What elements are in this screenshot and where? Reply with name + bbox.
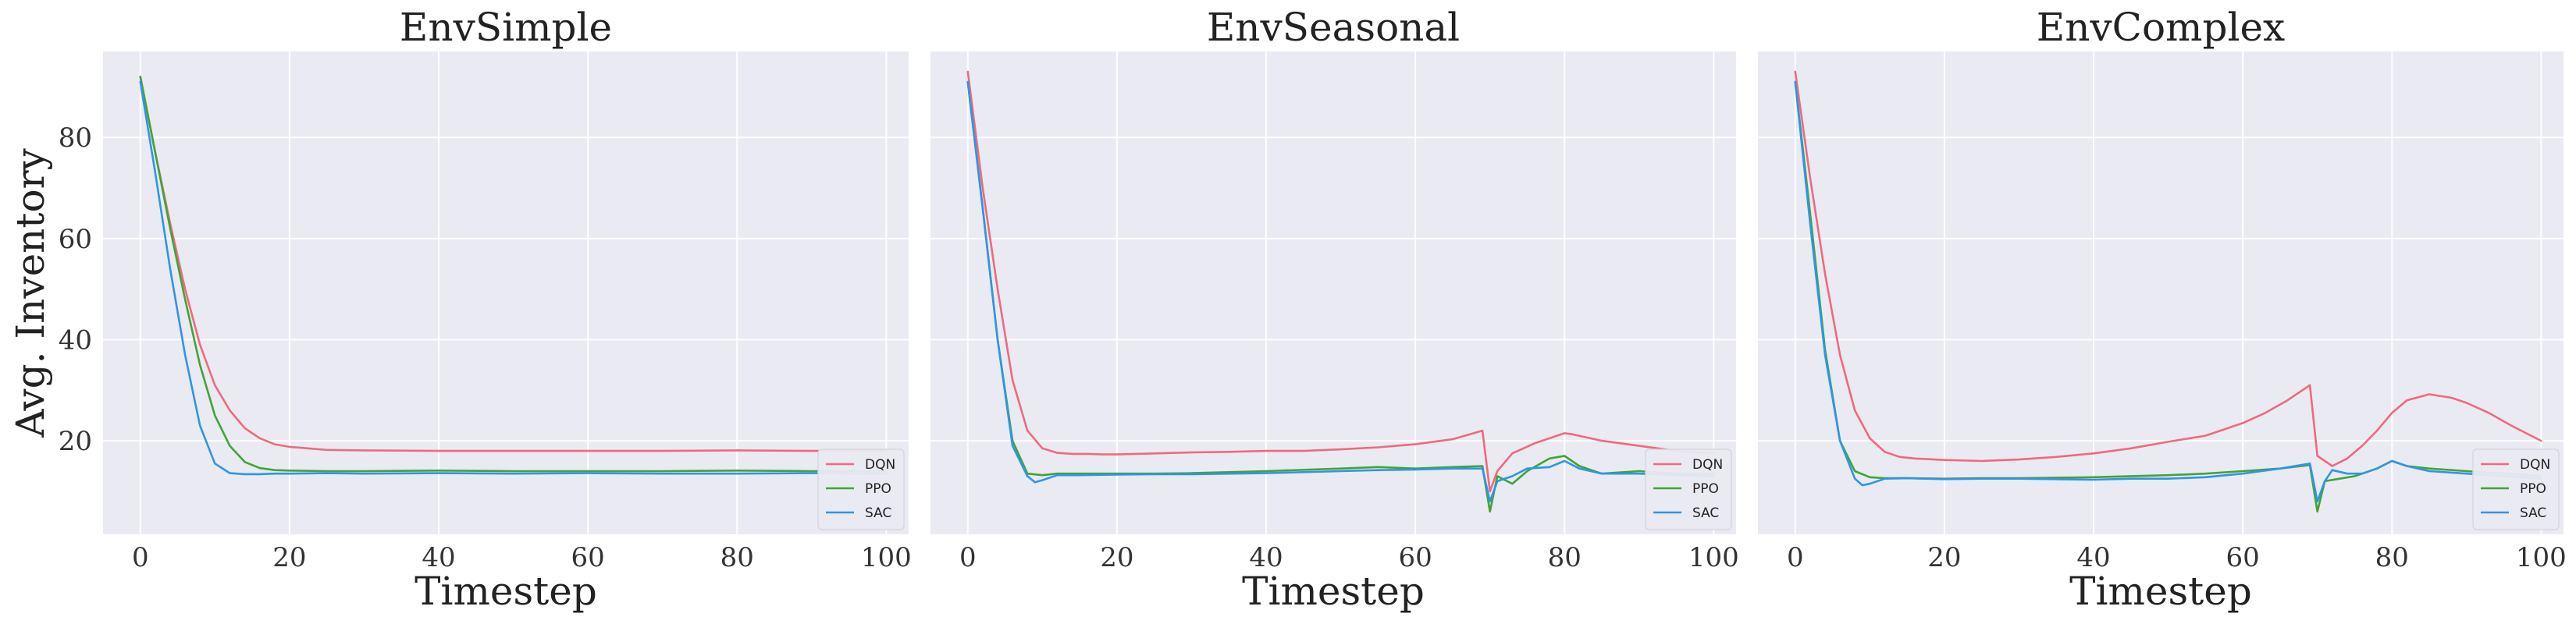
x-tick-label: 0 [132, 542, 149, 573]
plot-area [930, 51, 1736, 534]
series-line-sac [1794, 80, 2542, 503]
x-axis-label: Timestep [1242, 569, 1425, 614]
x-tick-label: 60 [2226, 542, 2259, 573]
series-line-sac [139, 80, 888, 476]
x-tick-label: 0 [959, 542, 977, 573]
y-tick-label: 20 [59, 426, 92, 457]
x-tick-label: 100 [2516, 542, 2567, 573]
x-tick-label: 20 [1100, 542, 1133, 573]
x-tick-label: 80 [720, 542, 754, 573]
series-line-dqn [1794, 70, 2542, 467]
x-tick-label: 80 [2375, 542, 2409, 573]
legend-label-ppo: PPO [1692, 481, 1719, 497]
legend-label-ppo: PPO [2520, 481, 2546, 497]
x-tick-label: 20 [1927, 542, 1961, 573]
legend-label-dqn: DQN [2520, 457, 2550, 473]
y-tick-label: 40 [59, 324, 92, 356]
x-axis-label: Timestep [415, 569, 597, 614]
series-line-ppo [966, 80, 1715, 513]
x-tick-label: 40 [1249, 542, 1283, 573]
legend-box [2472, 448, 2560, 530]
series-line-dqn [966, 70, 1715, 493]
series-line-sac [966, 80, 1715, 503]
legend-box [817, 448, 905, 530]
x-tick-label: 40 [422, 542, 455, 573]
plot-area [103, 51, 909, 534]
chart-panels: EnvSimple 0 20 40 60 80 100 20 40 60 80 Timestep DQN… [59, 5, 2567, 614]
chart-title: EnvSeasonal [1207, 5, 1460, 50]
legend-label-sac: SAC [865, 505, 891, 521]
legend-box [1645, 448, 1732, 530]
x-tick-label: 100 [1688, 542, 1739, 573]
x-tick-label: 40 [2076, 542, 2110, 573]
y-tick-label: 80 [59, 122, 92, 154]
legend-label-ppo: PPO [865, 481, 891, 497]
legend-label-sac: SAC [2520, 505, 2546, 521]
y-tick-label: 60 [59, 224, 92, 255]
x-tick-label: 0 [1787, 542, 1804, 573]
legend-label-dqn: DQN [865, 457, 895, 473]
chart-panel-2: EnvSeasonal 0 20 40 60 80 100 Timestep DQN PPO SAC [930, 5, 1739, 614]
legend-label-dqn: DQN [1692, 457, 1723, 473]
x-tick-label: 60 [571, 542, 604, 573]
x-tick-label: 100 [861, 542, 912, 573]
chart-panel-3: EnvComplex 0 20 40 60 80 100 Timestep DQN PPO SAC [1758, 5, 2567, 614]
series-line-ppo [139, 76, 888, 473]
y-axis-label: Avg. Inventory [8, 148, 53, 438]
plot-area [1758, 51, 2564, 534]
x-tick-label: 20 [272, 542, 306, 573]
x-tick-label: 80 [1548, 542, 1582, 573]
x-axis-label: Timestep [2069, 569, 2252, 614]
legend-label-sac: SAC [1692, 505, 1719, 521]
series-line-dqn [139, 76, 888, 452]
chart-panel-1: EnvSimple 0 20 40 60 80 100 20 40 60 80 Timestep DQN… [59, 5, 912, 614]
x-tick-label: 60 [1398, 542, 1432, 573]
chart-title: EnvComplex [2037, 5, 2286, 50]
chart-title: EnvSimple [400, 5, 612, 50]
